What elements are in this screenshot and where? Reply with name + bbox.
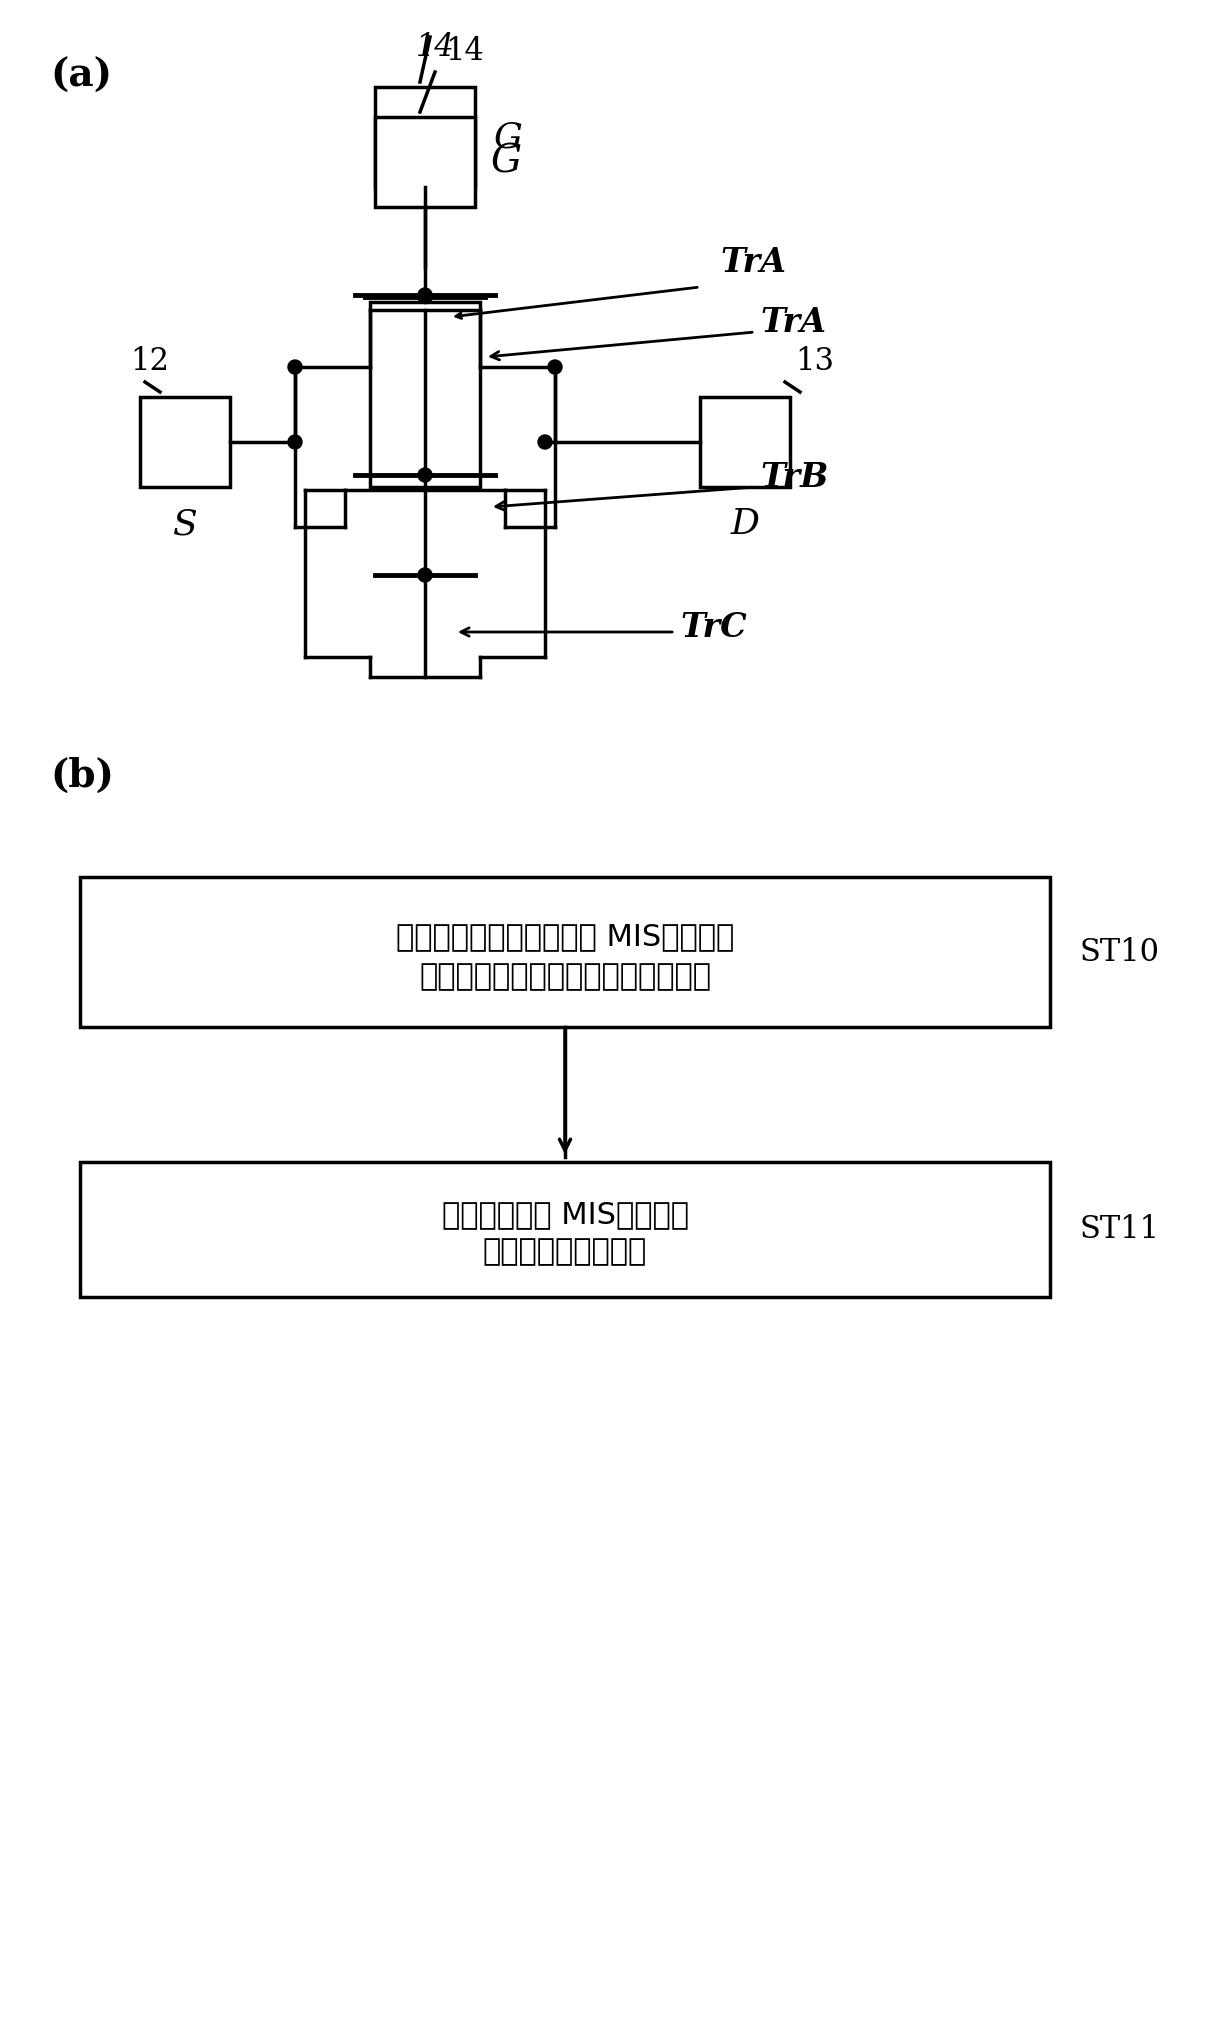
Text: TrA: TrA: [720, 246, 786, 278]
Text: TrC: TrC: [680, 611, 747, 643]
Text: TrB: TrB: [759, 460, 829, 494]
Text: ST10: ST10: [1079, 936, 1160, 968]
Text: D: D: [730, 506, 759, 541]
Text: 特性进行评价，其结果保存到存储器: 特性进行评价，其结果保存到存储器: [419, 962, 711, 992]
Text: 特性的平均值、方差: 特性的平均值、方差: [483, 1236, 647, 1267]
Circle shape: [417, 468, 432, 482]
Bar: [80, 877, 1050, 1027]
Bar: [140, 397, 230, 486]
Circle shape: [538, 436, 553, 450]
Bar: [375, 117, 475, 208]
Text: TrA: TrA: [759, 305, 826, 339]
Text: 对并列配置的多个评价用 MIS晶体管的: 对并列配置的多个评价用 MIS晶体管的: [396, 922, 734, 952]
Text: G: G: [490, 143, 521, 180]
Circle shape: [548, 359, 562, 373]
Text: 12: 12: [130, 347, 169, 377]
Circle shape: [417, 288, 432, 303]
Circle shape: [288, 359, 302, 373]
Bar: [370, 303, 479, 486]
Text: 计算出评价用 MIS晶体管的: 计算出评价用 MIS晶体管的: [442, 1200, 689, 1228]
Text: (b): (b): [50, 756, 114, 795]
Bar: [700, 397, 790, 486]
Circle shape: [417, 569, 432, 583]
Text: G: G: [493, 119, 522, 153]
Text: 13: 13: [795, 347, 834, 377]
Bar: [80, 1162, 1050, 1297]
Text: ST11: ST11: [1079, 1214, 1160, 1244]
Text: S: S: [173, 506, 197, 541]
Text: 14: 14: [416, 32, 454, 63]
Bar: [375, 87, 475, 188]
Text: (a): (a): [50, 56, 112, 95]
Text: 14: 14: [445, 36, 483, 67]
Circle shape: [288, 436, 302, 450]
Circle shape: [417, 290, 432, 305]
